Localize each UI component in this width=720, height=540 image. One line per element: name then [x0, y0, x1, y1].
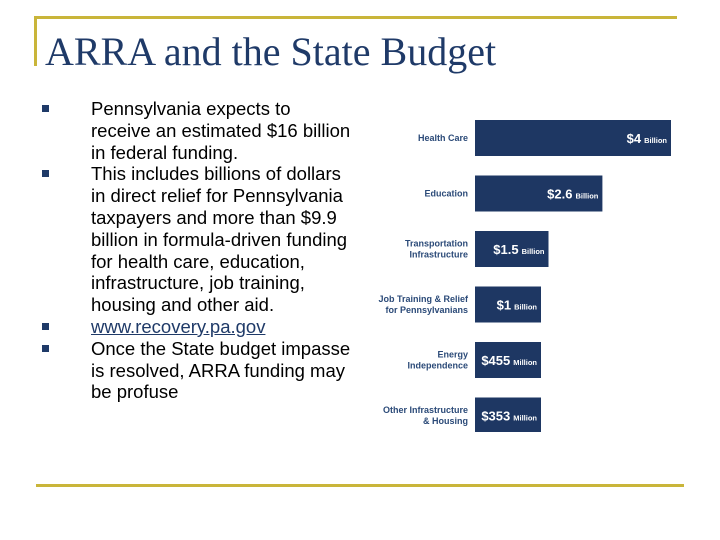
bar — [475, 120, 671, 156]
bar — [475, 397, 541, 432]
bullet-square-icon — [42, 322, 49, 330]
bullet-item: www.recovery.pa.gov — [42, 316, 352, 338]
category-label: Energy Independence — [407, 350, 468, 371]
bar-value-label: $1 Billion — [497, 298, 538, 313]
frame-left-rule — [34, 16, 37, 66]
bullet-item: This includes billions of dollars in dir… — [42, 163, 352, 316]
category-label: Job Training & Relief for Pennsylvanians — [378, 294, 469, 315]
funding-bar-chart-svg: Health Care $4 Billion Education $2.6 Billion… — [378, 120, 671, 432]
recovery-link[interactable]: www.recovery.pa.gov — [91, 315, 266, 337]
bullet-item: Once the State budget impasse is resolve… — [42, 338, 352, 403]
frame-top-rule — [34, 16, 677, 19]
bullet-square-icon — [42, 344, 49, 352]
category-label: Other Infrastructure & Housing — [383, 405, 468, 426]
bar — [475, 342, 541, 378]
bullet-text: This includes billions of dollars in dir… — [91, 163, 348, 316]
category-label: Health Care — [418, 133, 468, 143]
bullet-square-icon — [42, 170, 49, 178]
bullet-square-icon — [42, 105, 49, 112]
bar-value-label: $4 Billion — [627, 131, 668, 146]
category-label: Education — [424, 189, 468, 199]
bullet-list: Pennsylvania expects to receive an estim… — [42, 98, 352, 403]
bar-value-label: $1.5 Billion — [493, 242, 545, 257]
category-label: Transportation Infrastructure — [405, 239, 468, 260]
funding-bar-chart: Health Care $4 Billion Education $2.6 Billion… — [368, 112, 680, 432]
bar-value-label: $353 Million — [481, 409, 537, 424]
bar-value-label: $2.6 Billion — [547, 187, 599, 202]
bullet-text: Pennsylvania expects to receive an estim… — [91, 98, 351, 163]
bar — [475, 286, 541, 323]
slide-title: ARRA and the State Budget — [45, 29, 497, 74]
bar — [475, 231, 549, 267]
bar-value-label: $455 Million — [481, 353, 537, 368]
bar — [475, 175, 603, 212]
bullet-text: Once the State budget impasse is resolve… — [91, 337, 351, 403]
frame-bottom-rule — [36, 484, 684, 487]
bullet-item: Pennsylvania expects to receive an estim… — [42, 98, 352, 163]
